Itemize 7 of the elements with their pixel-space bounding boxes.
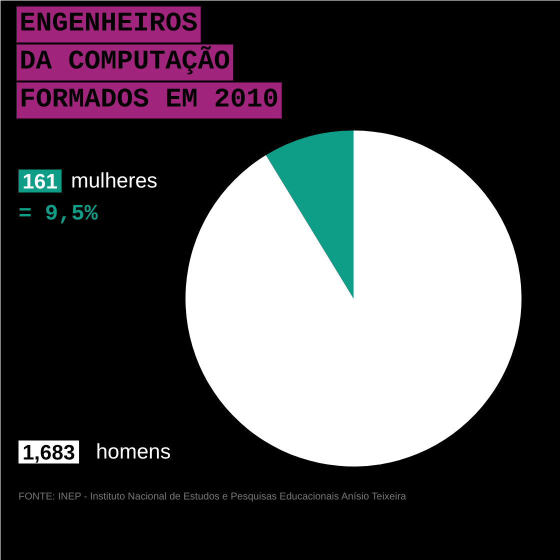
text: = 9,5% [18, 202, 99, 226]
data-label: 1,683 [22, 442, 76, 464]
source-note: FONTE: INEP - Instituto Nacional de Estudos e Pesquisas Educacionais Anísio Teixeira [18, 492, 407, 502]
legend-label: homens [96, 440, 171, 464]
chart-title: ENGENHEIROS DA COMPUTAÇÃO FORMADOS EM 2010 [20, 10, 279, 116]
data-label: 161 [22, 170, 58, 194]
legend-label: mulheres [71, 170, 158, 192]
